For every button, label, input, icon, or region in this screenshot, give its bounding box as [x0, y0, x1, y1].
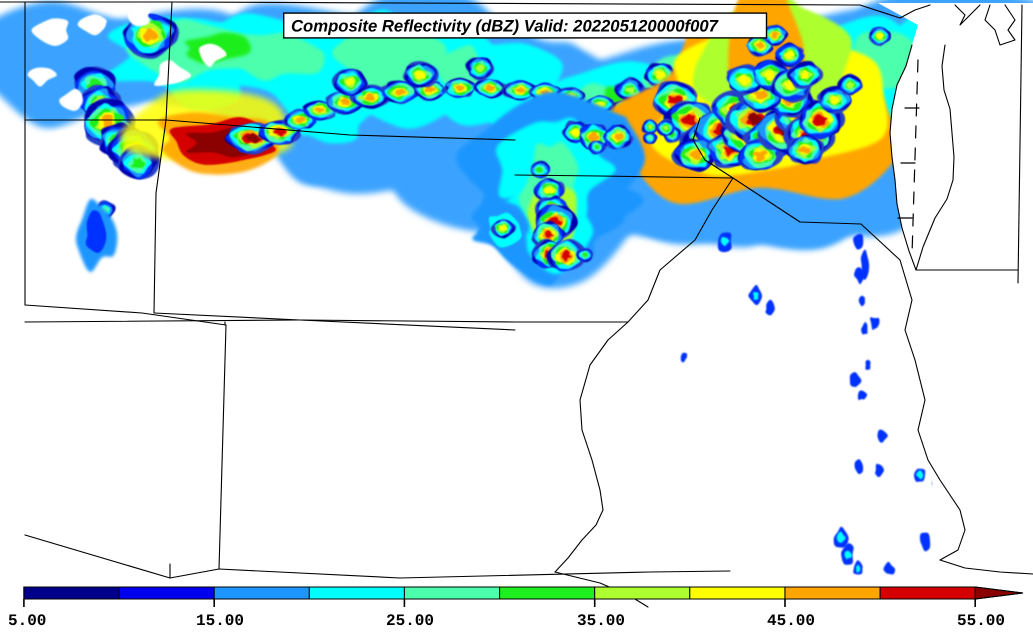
svg-text:25.00: 25.00 — [386, 612, 434, 630]
svg-text:15.00: 15.00 — [196, 612, 244, 630]
svg-text:45.00: 45.00 — [767, 612, 815, 630]
svg-text:55.00: 55.00 — [957, 612, 1005, 630]
svg-text:5.00: 5.00 — [8, 612, 46, 630]
svg-text:Composite Reflectivity (dBZ) V: Composite Reflectivity (dBZ) Valid: 2022… — [291, 17, 719, 36]
svg-text:35.00: 35.00 — [577, 612, 625, 630]
